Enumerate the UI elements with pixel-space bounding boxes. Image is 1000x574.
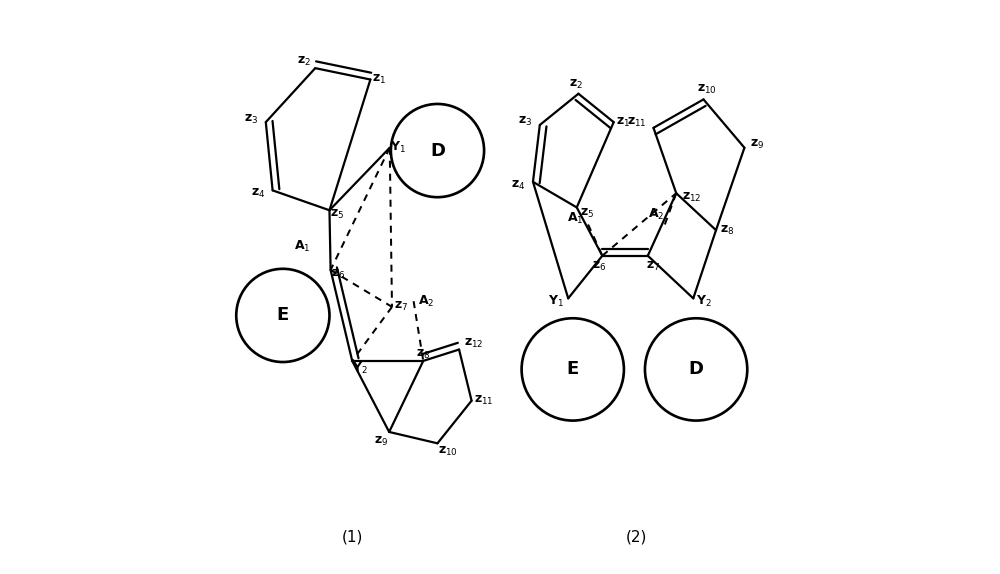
Text: z$_2$: z$_2$ <box>297 55 311 68</box>
Text: z$_4$: z$_4$ <box>251 187 265 200</box>
Text: z$_{12}$: z$_{12}$ <box>682 191 702 204</box>
Text: z$_{11}$: z$_{11}$ <box>474 394 494 407</box>
Text: z$_7$: z$_7$ <box>646 259 661 273</box>
Text: z$_5$: z$_5$ <box>580 207 594 220</box>
Text: z$_6$: z$_6$ <box>331 268 346 281</box>
Text: z$_2$: z$_2$ <box>569 78 583 91</box>
Text: z$_1$: z$_1$ <box>616 115 630 129</box>
Text: z$_{11}$: z$_{11}$ <box>627 115 646 129</box>
Text: D: D <box>689 360 704 378</box>
Text: D: D <box>430 142 445 160</box>
Text: z$_1$: z$_1$ <box>372 73 387 86</box>
Text: z$_6$: z$_6$ <box>592 259 607 273</box>
Text: (2): (2) <box>626 530 647 545</box>
Text: z$_8$: z$_8$ <box>416 347 430 360</box>
Text: (1): (1) <box>342 530 363 545</box>
Text: Y$_2$: Y$_2$ <box>352 361 368 377</box>
Text: z$_9$: z$_9$ <box>374 435 388 448</box>
Text: z$_7$: z$_7$ <box>394 300 408 313</box>
Text: A$_2$: A$_2$ <box>648 207 664 222</box>
Text: E: E <box>277 307 289 324</box>
Text: z$_{10}$: z$_{10}$ <box>697 83 717 96</box>
Text: A$_2$: A$_2$ <box>418 294 434 309</box>
Text: z$_9$: z$_9$ <box>750 138 764 151</box>
Text: Y$_1$: Y$_1$ <box>548 294 564 309</box>
Text: z$_3$: z$_3$ <box>244 113 258 126</box>
Text: A$_1$: A$_1$ <box>294 239 311 254</box>
Text: z$_{10}$: z$_{10}$ <box>438 445 458 458</box>
Text: z$_5$: z$_5$ <box>330 208 345 222</box>
Text: Y$_1$: Y$_1$ <box>390 140 406 156</box>
Text: A$_1$: A$_1$ <box>567 211 584 226</box>
Text: z$_3$: z$_3$ <box>518 115 532 128</box>
Text: z$_8$: z$_8$ <box>720 224 735 236</box>
Text: z$_4$: z$_4$ <box>511 179 525 192</box>
Text: z$_{12}$: z$_{12}$ <box>464 338 484 350</box>
Text: Y$_2$: Y$_2$ <box>696 294 711 309</box>
Text: E: E <box>567 360 579 378</box>
